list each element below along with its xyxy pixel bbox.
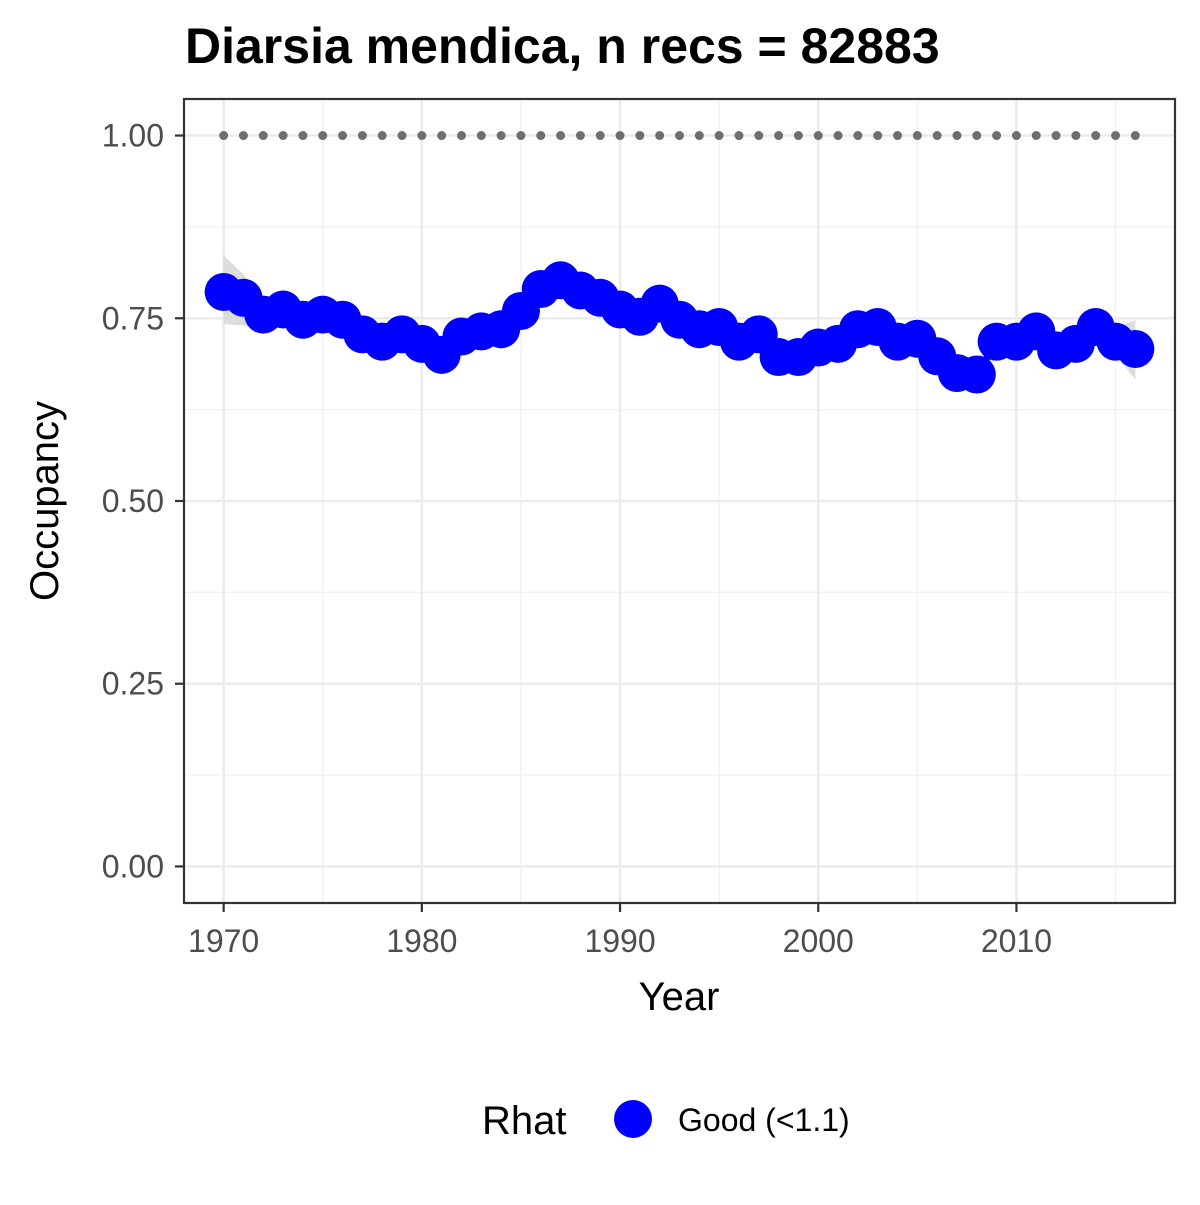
- reference-point: [258, 131, 268, 141]
- reference-point: [833, 131, 843, 141]
- legend-key-good: [614, 1100, 652, 1138]
- x-axis-title: Year: [639, 975, 720, 1019]
- reference-point: [357, 131, 367, 141]
- reference-point: [1091, 131, 1101, 141]
- y-axis-ticks: 0.00 0.25 0.50 0.75 1.00: [102, 118, 184, 884]
- reference-point: [912, 131, 922, 141]
- estimate-point: [957, 355, 996, 394]
- reference-point: [734, 131, 744, 141]
- reference-point: [655, 131, 665, 141]
- y-tick-label: 0.00: [102, 848, 164, 884]
- reference-point: [714, 131, 724, 141]
- reference-point: [437, 131, 447, 141]
- reference-point: [238, 131, 248, 141]
- y-tick-label: 0.75: [102, 300, 164, 336]
- reference-point: [516, 131, 526, 141]
- y-axis-title: Occupancy: [23, 401, 67, 601]
- reference-point: [456, 131, 466, 141]
- x-tick-label: 1990: [584, 923, 655, 959]
- reference-point: [476, 131, 486, 141]
- reference-point: [1011, 131, 1021, 141]
- reference-point: [219, 131, 229, 141]
- estimate-points-layer: [204, 261, 1155, 394]
- reference-point: [932, 131, 942, 141]
- reference-point: [952, 131, 962, 141]
- legend-title: Rhat: [482, 1099, 567, 1143]
- reference-point: [793, 131, 803, 141]
- reference-point: [873, 131, 883, 141]
- reference-point: [774, 131, 784, 141]
- x-tick-label: 2010: [981, 923, 1052, 959]
- reference-point: [397, 131, 407, 141]
- reference-point: [298, 131, 308, 141]
- reference-point: [1031, 131, 1041, 141]
- reference-point: [575, 131, 585, 141]
- reference-point: [536, 131, 546, 141]
- y-tick-label: 0.50: [102, 483, 164, 519]
- reference-point: [1051, 131, 1061, 141]
- x-axis-ticks: 1970 1980 1990 2000 2010: [188, 903, 1052, 959]
- legend: Rhat Good (<1.1): [482, 1099, 850, 1143]
- x-tick-label: 2000: [783, 923, 854, 959]
- reference-point: [318, 131, 328, 141]
- reference-point: [595, 131, 605, 141]
- reference-point: [635, 131, 645, 141]
- legend-label-good: Good (<1.1): [678, 1102, 850, 1138]
- estimate-point: [1116, 329, 1155, 368]
- reference-point: [853, 131, 863, 141]
- reference-point: [556, 131, 566, 141]
- reference-point: [278, 131, 288, 141]
- reference-point: [972, 131, 982, 141]
- reference-point: [1071, 131, 1081, 141]
- reference-point: [754, 131, 764, 141]
- reference-point: [496, 131, 506, 141]
- reference-point: [377, 131, 387, 141]
- x-tick-label: 1970: [188, 923, 259, 959]
- reference-points-layer: [219, 131, 1140, 141]
- grid-lines: [184, 99, 1175, 903]
- reference-point: [813, 131, 823, 141]
- reference-point: [1111, 131, 1121, 141]
- y-tick-label: 0.25: [102, 666, 164, 702]
- x-tick-label: 1980: [386, 923, 457, 959]
- reference-point: [1130, 131, 1140, 141]
- reference-point: [992, 131, 1002, 141]
- reference-point: [417, 131, 427, 141]
- reference-point: [615, 131, 625, 141]
- reference-point: [694, 131, 704, 141]
- reference-point: [338, 131, 348, 141]
- reference-point: [893, 131, 903, 141]
- chart-title: Diarsia mendica, n recs = 82883: [185, 18, 940, 74]
- y-tick-label: 1.00: [102, 118, 164, 154]
- reference-point: [675, 131, 684, 141]
